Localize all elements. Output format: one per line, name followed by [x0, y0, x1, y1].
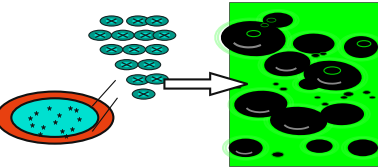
Circle shape: [320, 52, 327, 55]
Circle shape: [146, 45, 168, 55]
Circle shape: [363, 91, 370, 94]
Circle shape: [151, 18, 163, 24]
Circle shape: [146, 16, 168, 26]
Circle shape: [134, 30, 157, 40]
Circle shape: [0, 92, 113, 144]
Circle shape: [11, 98, 98, 137]
Circle shape: [106, 18, 117, 24]
Circle shape: [344, 92, 353, 96]
Circle shape: [151, 76, 163, 81]
Circle shape: [247, 31, 260, 37]
Circle shape: [341, 96, 347, 99]
Circle shape: [115, 60, 138, 70]
Circle shape: [123, 45, 146, 55]
Polygon shape: [164, 73, 248, 95]
Circle shape: [94, 33, 106, 38]
Circle shape: [151, 47, 163, 52]
Ellipse shape: [306, 139, 333, 153]
Circle shape: [121, 62, 132, 67]
Circle shape: [153, 30, 176, 40]
Ellipse shape: [234, 91, 287, 118]
Circle shape: [144, 62, 155, 67]
Circle shape: [138, 60, 161, 70]
Ellipse shape: [348, 139, 378, 156]
Circle shape: [132, 18, 144, 24]
Circle shape: [322, 103, 328, 106]
Circle shape: [369, 96, 375, 99]
Circle shape: [106, 47, 117, 52]
Circle shape: [146, 74, 168, 84]
Circle shape: [117, 33, 129, 38]
Ellipse shape: [299, 78, 321, 90]
Circle shape: [357, 41, 371, 47]
Circle shape: [273, 83, 279, 85]
Circle shape: [314, 96, 321, 99]
Circle shape: [280, 87, 287, 91]
Circle shape: [159, 33, 170, 38]
Circle shape: [261, 24, 268, 27]
Ellipse shape: [344, 36, 378, 58]
Circle shape: [89, 30, 112, 40]
Ellipse shape: [221, 21, 286, 56]
Circle shape: [132, 77, 144, 82]
Circle shape: [267, 18, 276, 22]
Circle shape: [112, 30, 134, 40]
Circle shape: [272, 152, 284, 157]
Circle shape: [100, 45, 123, 55]
Ellipse shape: [264, 51, 310, 76]
Ellipse shape: [304, 61, 362, 90]
Circle shape: [100, 16, 123, 26]
Bar: [229, 2, 378, 166]
Ellipse shape: [293, 34, 335, 54]
Circle shape: [132, 89, 155, 99]
Circle shape: [138, 92, 149, 97]
Circle shape: [127, 16, 149, 26]
Circle shape: [324, 67, 341, 74]
Circle shape: [129, 47, 140, 52]
Circle shape: [235, 86, 241, 89]
Ellipse shape: [320, 103, 364, 125]
Circle shape: [311, 54, 320, 57]
Circle shape: [232, 81, 239, 84]
Ellipse shape: [263, 13, 293, 28]
Ellipse shape: [229, 139, 263, 157]
Circle shape: [140, 33, 151, 38]
Ellipse shape: [270, 107, 327, 135]
Circle shape: [127, 75, 149, 85]
